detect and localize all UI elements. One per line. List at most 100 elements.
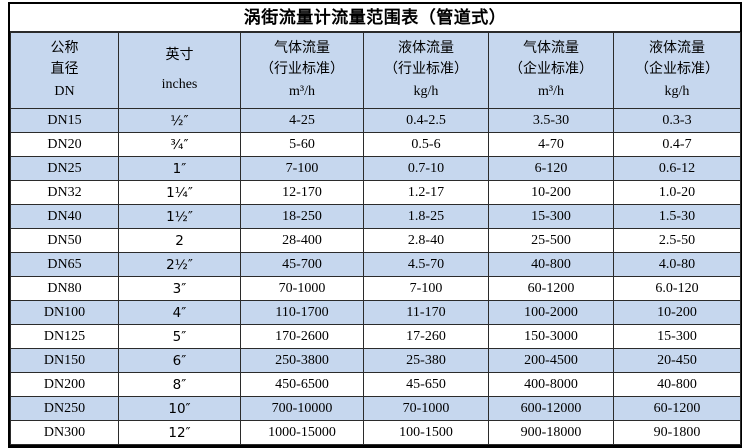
liquid-industry-cell: 7-100 xyxy=(363,276,489,301)
header-dn-line3: DN xyxy=(54,83,75,99)
header-liquid-industry-line2: （行业标准） xyxy=(384,62,468,78)
header-gas-enterprise: 气体流量 （企业标准） m³/h xyxy=(488,32,614,109)
inch-cell: 2 xyxy=(118,228,241,253)
liquid-industry-cell: 0.7-10 xyxy=(363,156,489,181)
gas-enterprise-cell: 3.5-30 xyxy=(488,108,614,133)
inch-cell: 4″ xyxy=(118,300,241,325)
header-gas-enterprise-line1: 气体流量 xyxy=(523,41,579,57)
liquid-enterprise-cell: 90-1800 xyxy=(613,420,741,445)
table-row: DN32 1¼″ 12-170 1.2-17 10-200 1.0-20 xyxy=(10,180,741,205)
inch-cell: 1″ xyxy=(118,156,241,181)
header-inches-line1: 英寸 xyxy=(165,48,194,64)
table-row: DN65 2½″ 45-700 4.5-70 40-800 4.0-80 xyxy=(10,252,741,277)
dn-cell: DN100 xyxy=(10,300,119,325)
liquid-industry-cell: 0.5-6 xyxy=(363,132,489,157)
liquid-enterprise-cell: 2.5-50 xyxy=(613,228,741,253)
table-body: DN15 ½″ 4-25 0.4-2.5 3.5-30 0.3-3 DN20 ¾… xyxy=(10,108,741,445)
gas-enterprise-cell: 6-120 xyxy=(488,156,614,181)
liquid-enterprise-cell: 10-200 xyxy=(613,300,741,325)
dn-cell: DN32 xyxy=(10,180,119,205)
dn-cell: DN25 xyxy=(10,156,119,181)
liquid-industry-cell: 4.5-70 xyxy=(363,252,489,277)
dn-cell: DN150 xyxy=(10,348,119,373)
inch-cell: 1½″ xyxy=(118,204,241,229)
header-dn-line1: 公称 xyxy=(50,41,79,57)
header-row: 公称 直径 DN 英寸 inches 气体流量 （行业标准） m³/h xyxy=(10,32,741,109)
gas-industry-cell: 170-2600 xyxy=(240,324,364,349)
header-dn: 公称 直径 DN xyxy=(10,32,119,109)
liquid-enterprise-cell: 0.6-12 xyxy=(613,156,741,181)
inch-cell: 5″ xyxy=(118,324,241,349)
header-liquid-industry-unit: kg/h xyxy=(413,83,439,99)
gas-enterprise-cell: 15-300 xyxy=(488,204,614,229)
header-liquid-industry: 液体流量 （行业标准） kg/h xyxy=(363,32,489,109)
flow-range-table: 涡街流量计流量范围表（管道式） 公称 直径 DN 英寸 inches xyxy=(8,2,742,448)
gas-enterprise-cell: 40-800 xyxy=(488,252,614,277)
liquid-industry-cell: 1.2-17 xyxy=(363,180,489,205)
liquid-industry-cell: 0.4-2.5 xyxy=(363,108,489,133)
table-header: 公称 直径 DN 英寸 inches 气体流量 （行业标准） m³/h xyxy=(10,32,741,109)
gas-industry-cell: 28-400 xyxy=(240,228,364,253)
liquid-enterprise-cell: 0.3-3 xyxy=(613,108,741,133)
dn-cell: DN125 xyxy=(10,324,119,349)
header-gas-enterprise-unit: m³/h xyxy=(538,83,564,99)
inch-cell: 2½″ xyxy=(118,252,241,277)
liquid-industry-cell: 2.8-40 xyxy=(363,228,489,253)
inch-cell: 6″ xyxy=(118,348,241,373)
header-dn-line2: 直径 xyxy=(50,62,79,78)
liquid-industry-cell: 100-1500 xyxy=(363,420,489,445)
gas-industry-cell: 12-170 xyxy=(240,180,364,205)
liquid-industry-cell: 11-170 xyxy=(363,300,489,325)
table-row: DN100 4″ 110-1700 11-170 100-2000 10-200 xyxy=(10,300,741,325)
table-row: DN200 8″ 450-6500 45-650 400-8000 40-800 xyxy=(10,372,741,397)
inch-cell: 1¼″ xyxy=(118,180,241,205)
header-liquid-enterprise-line2: （企业标准） xyxy=(635,62,719,78)
liquid-enterprise-cell: 1.0-20 xyxy=(613,180,741,205)
gas-enterprise-cell: 25-500 xyxy=(488,228,614,253)
dn-cell: DN20 xyxy=(10,132,119,157)
gas-enterprise-cell: 60-1200 xyxy=(488,276,614,301)
gas-industry-cell: 110-1700 xyxy=(240,300,364,325)
liquid-enterprise-cell: 15-300 xyxy=(613,324,741,349)
dn-cell: DN15 xyxy=(10,108,119,133)
gas-industry-cell: 450-6500 xyxy=(240,372,364,397)
dn-cell: DN80 xyxy=(10,276,119,301)
table-row: DN125 5″ 170-2600 17-260 150-3000 15-300 xyxy=(10,324,741,349)
liquid-enterprise-cell: 1.5-30 xyxy=(613,204,741,229)
liquid-industry-cell: 1.8-25 xyxy=(363,204,489,229)
gas-enterprise-cell: 4-70 xyxy=(488,132,614,157)
dn-cell: DN40 xyxy=(10,204,119,229)
gas-industry-cell: 70-1000 xyxy=(240,276,364,301)
liquid-enterprise-cell: 40-800 xyxy=(613,372,741,397)
table-row: DN50 2 28-400 2.8-40 25-500 2.5-50 xyxy=(10,228,741,253)
table-row: DN80 3″ 70-1000 7-100 60-1200 6.0-120 xyxy=(10,276,741,301)
liquid-enterprise-cell: 4.0-80 xyxy=(613,252,741,277)
header-gas-enterprise-line2: （企业标准） xyxy=(509,62,593,78)
gas-industry-cell: 18-250 xyxy=(240,204,364,229)
gas-enterprise-cell: 100-2000 xyxy=(488,300,614,325)
gas-enterprise-cell: 900-18000 xyxy=(488,420,614,445)
dn-cell: DN200 xyxy=(10,372,119,397)
dn-cell: DN50 xyxy=(10,228,119,253)
table-row: DN40 1½″ 18-250 1.8-25 15-300 1.5-30 xyxy=(10,204,741,229)
liquid-enterprise-cell: 6.0-120 xyxy=(613,276,741,301)
dn-cell: DN300 xyxy=(10,420,119,445)
gas-industry-cell: 45-700 xyxy=(240,252,364,277)
table-row: DN25 1″ 7-100 0.7-10 6-120 0.6-12 xyxy=(10,156,741,181)
table-row: DN250 10″ 700-10000 70-1000 600-12000 60… xyxy=(10,396,741,421)
inch-cell: ¾″ xyxy=(118,132,241,157)
gas-industry-cell: 4-25 xyxy=(240,108,364,133)
header-inches-line2: inches xyxy=(161,76,198,92)
liquid-enterprise-cell: 20-450 xyxy=(613,348,741,373)
inch-cell: ½″ xyxy=(118,108,241,133)
gas-industry-cell: 5-60 xyxy=(240,132,364,157)
table-row: DN15 ½″ 4-25 0.4-2.5 3.5-30 0.3-3 xyxy=(10,108,741,133)
dn-cell: DN65 xyxy=(10,252,119,277)
gas-industry-cell: 700-10000 xyxy=(240,396,364,421)
table-row: DN150 6″ 250-3800 25-380 200-4500 20-450 xyxy=(10,348,741,373)
gas-enterprise-cell: 600-12000 xyxy=(488,396,614,421)
table-row: DN300 12″ 1000-15000 100-1500 900-18000 … xyxy=(10,420,741,445)
gas-industry-cell: 1000-15000 xyxy=(240,420,364,445)
liquid-industry-cell: 25-380 xyxy=(363,348,489,373)
header-liquid-industry-line1: 液体流量 xyxy=(398,41,454,57)
